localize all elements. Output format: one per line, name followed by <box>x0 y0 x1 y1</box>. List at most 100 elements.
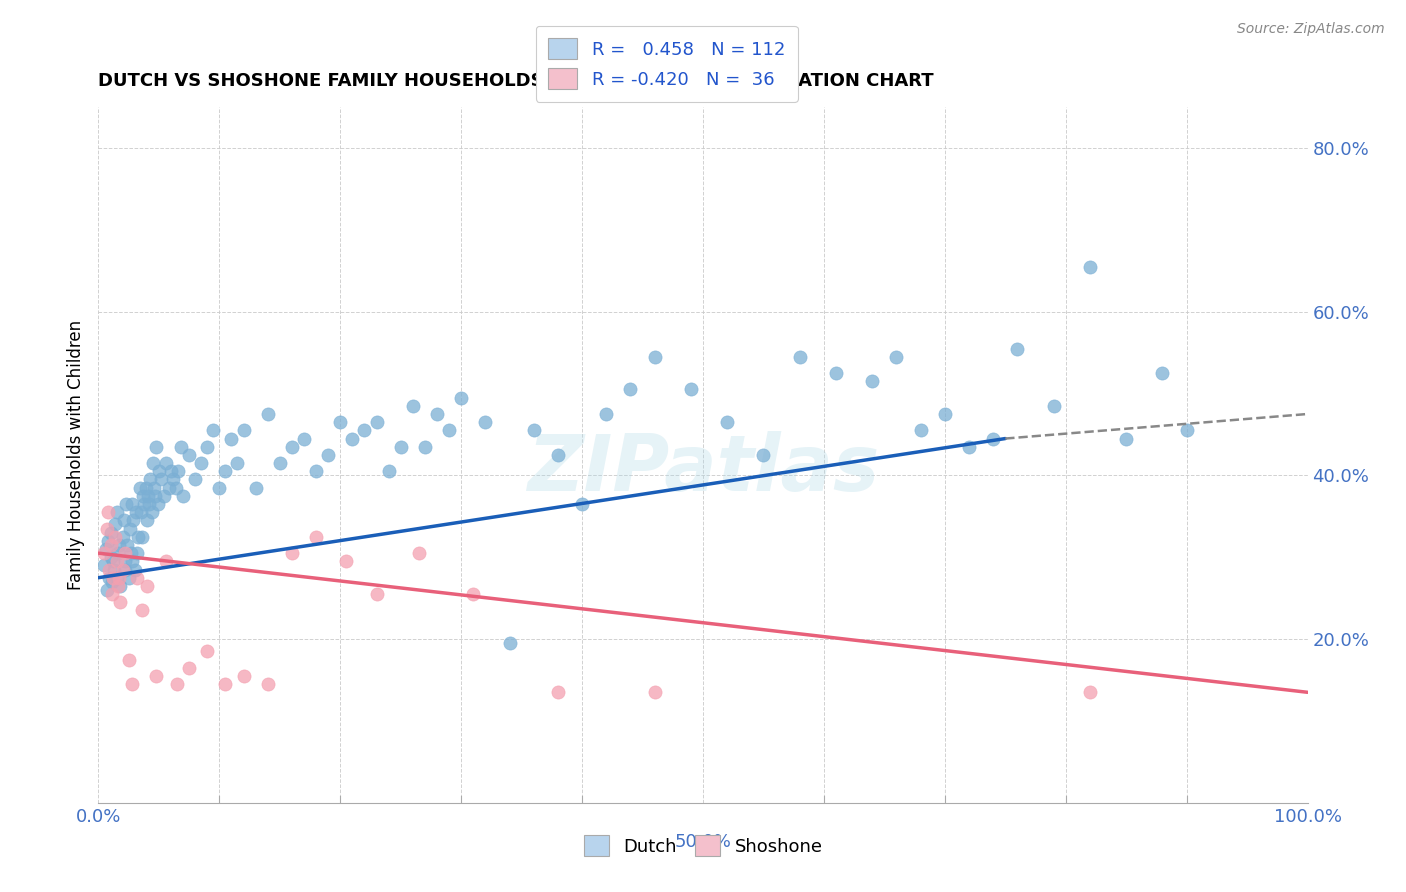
Point <box>100 587 122 601</box>
Point <box>128 481 150 495</box>
Point <box>366 415 388 429</box>
Point <box>145 440 167 454</box>
Point <box>165 481 187 495</box>
Point <box>136 489 159 503</box>
Point <box>281 546 304 560</box>
Point <box>1175 423 1198 437</box>
Point <box>100 525 122 540</box>
Point <box>127 546 149 560</box>
Point <box>111 530 134 544</box>
Point <box>644 350 666 364</box>
Point <box>172 489 194 503</box>
Point <box>179 448 201 462</box>
Point <box>389 440 412 454</box>
Point <box>121 677 143 691</box>
Point <box>377 464 399 478</box>
Point <box>162 473 184 487</box>
Point <box>437 423 460 437</box>
Point <box>118 522 141 536</box>
Point <box>245 481 267 495</box>
Point <box>160 464 183 478</box>
Point <box>146 497 169 511</box>
Point <box>100 550 122 565</box>
Legend: Dutch, Shoshone: Dutch, Shoshone <box>576 828 830 863</box>
Point <box>114 554 136 568</box>
Point <box>413 440 436 454</box>
Point <box>305 464 328 478</box>
Text: Source: ZipAtlas.com: Source: ZipAtlas.com <box>1237 22 1385 37</box>
Point <box>329 415 352 429</box>
Point <box>342 432 364 446</box>
Point <box>256 407 278 421</box>
Point <box>860 374 883 388</box>
Point <box>122 513 145 527</box>
Point <box>105 571 128 585</box>
Point <box>408 546 430 560</box>
Point <box>195 440 218 454</box>
Point <box>131 603 153 617</box>
Point <box>644 685 666 699</box>
Point <box>232 669 254 683</box>
Point <box>547 448 569 462</box>
Point <box>269 456 291 470</box>
Point <box>100 574 122 589</box>
Point <box>138 497 160 511</box>
Point <box>139 473 162 487</box>
Point <box>316 448 339 462</box>
Point <box>981 432 1004 446</box>
Point <box>108 571 131 585</box>
Point <box>124 562 146 576</box>
Point <box>107 579 129 593</box>
Point <box>155 554 177 568</box>
Point <box>112 513 135 527</box>
Point <box>463 587 485 601</box>
Point <box>232 423 254 437</box>
Point <box>910 423 932 437</box>
Point <box>105 554 128 568</box>
Point <box>679 383 702 397</box>
Point <box>131 530 153 544</box>
Point <box>335 554 357 568</box>
Point <box>96 522 118 536</box>
Point <box>148 464 170 478</box>
Point <box>523 423 546 437</box>
Point <box>166 677 188 691</box>
Point <box>118 571 141 585</box>
Text: ZIPatlas: ZIPatlas <box>527 431 879 507</box>
Point <box>752 448 775 462</box>
Point <box>127 571 149 585</box>
Point <box>353 423 375 437</box>
Point <box>97 505 120 519</box>
Point <box>886 350 908 364</box>
Point <box>129 505 152 519</box>
Point <box>103 562 125 576</box>
Point <box>184 473 207 487</box>
Point <box>98 571 121 585</box>
Point <box>934 407 956 421</box>
Point <box>169 440 191 454</box>
Point <box>256 677 278 691</box>
Point <box>142 456 165 470</box>
Point <box>132 489 155 503</box>
Point <box>305 530 328 544</box>
Point <box>111 562 134 576</box>
Text: 50.0%: 50.0% <box>675 833 731 851</box>
Point <box>117 538 139 552</box>
Point <box>114 562 136 576</box>
Point <box>121 497 143 511</box>
Point <box>214 464 236 478</box>
Point <box>93 546 115 560</box>
Point <box>221 432 243 446</box>
Point <box>1078 260 1101 274</box>
Point <box>143 489 166 503</box>
Point <box>150 473 173 487</box>
Point <box>96 582 118 597</box>
Point <box>97 533 120 548</box>
Point <box>226 456 249 470</box>
Point <box>208 481 231 495</box>
Point <box>402 399 425 413</box>
Point <box>1078 685 1101 699</box>
Point <box>214 677 236 691</box>
Point <box>190 456 212 470</box>
Point <box>125 505 148 519</box>
